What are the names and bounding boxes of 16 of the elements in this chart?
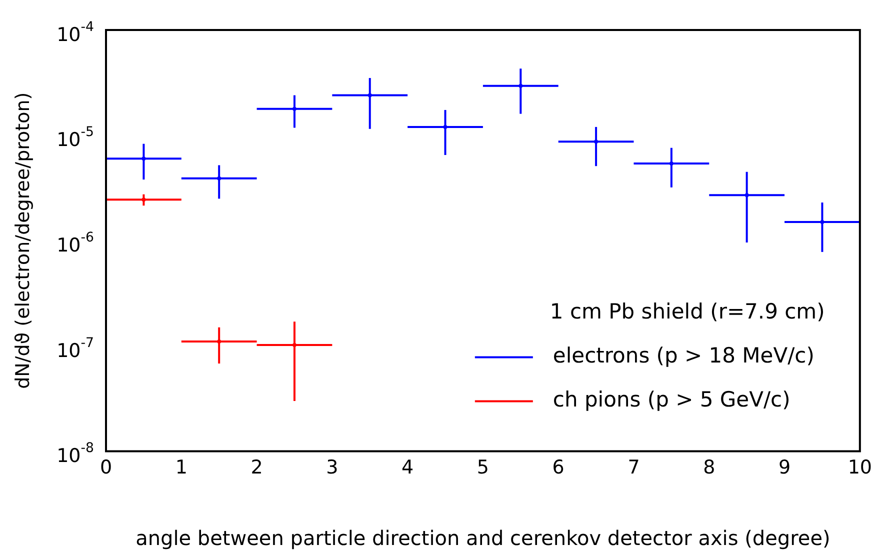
x-tick-label: 8 [703, 456, 716, 479]
x-tick-label: 6 [552, 456, 564, 479]
legend-title: 1 cm Pb shield (r=7.9 cm) [550, 300, 825, 324]
x-tick-label: 9 [778, 456, 791, 479]
x-tick-label: 4 [402, 456, 414, 479]
x-tick-label: 2 [250, 456, 263, 479]
x-tick-label: 10 [848, 456, 872, 479]
x-axis-title: angle between particle direction and cerenkov detector axis (degree) [136, 526, 830, 550]
x-tick-label: 7 [628, 456, 640, 479]
x-tick-label: 1 [175, 456, 188, 479]
x-tick-label: 0 [100, 456, 112, 479]
x-tick-label: 5 [476, 456, 490, 479]
x-tick-label: 3 [326, 456, 338, 479]
y-axis-title: dN/dϑ (electron/degree/proton) [12, 92, 34, 389]
legend-label: ch pions (p > 5 GeV/c) [552, 388, 790, 412]
legend-label: electrons (p > 18 MeV/c) [552, 344, 814, 368]
